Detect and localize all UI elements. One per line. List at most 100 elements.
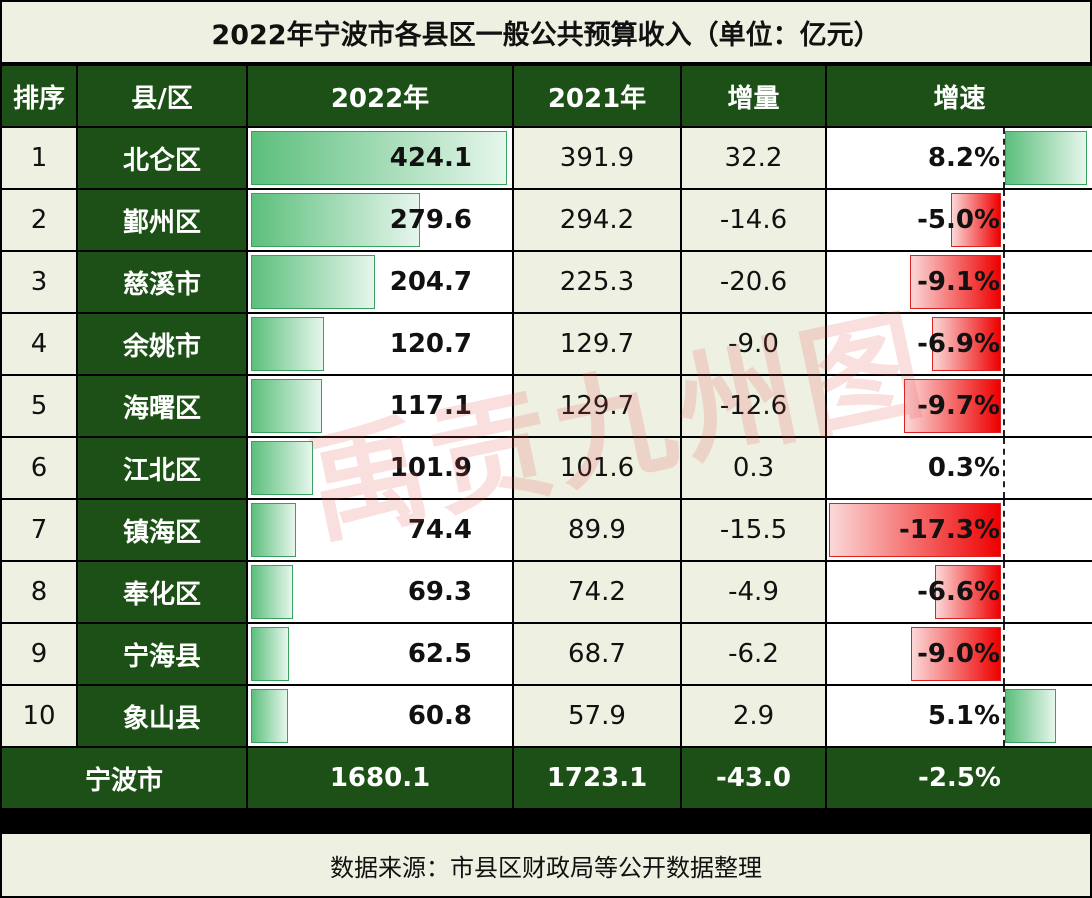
data-bar-2022: [251, 379, 322, 433]
value-2021-cell: 57.9: [512, 684, 682, 748]
rank-cell: 4: [0, 312, 78, 376]
budget-table: 排序 县/区 2022年 2021年 增量 增速 1 北仑区 424.1 391…: [0, 64, 1092, 810]
header-2022: 2022年: [246, 64, 514, 128]
total-name: 宁波市: [0, 746, 248, 810]
rank-cell: 6: [0, 436, 78, 500]
value-2022: 101.9: [389, 453, 472, 483]
delta-cell: -9.0: [680, 312, 827, 376]
district-cell: 慈溪市: [76, 250, 248, 314]
data-bar-2022: [251, 255, 375, 309]
data-bar-2022: [251, 441, 313, 495]
value-2021-cell: 225.3: [512, 250, 682, 314]
table-row: 7 镇海区 74.4 89.9 -15.5 -17.3%: [0, 498, 1092, 562]
value-2021-cell: 101.6: [512, 436, 682, 500]
growth-cell: -9.1%: [825, 250, 1092, 314]
growth-axis: [1003, 252, 1005, 312]
delta-cell: -6.2: [680, 622, 827, 686]
growth-axis: [1003, 314, 1005, 374]
district-cell: 余姚市: [76, 312, 248, 376]
growth-bar-negative: [910, 255, 1001, 309]
growth-cell: -6.6%: [825, 560, 1092, 624]
value-2021-cell: 129.7: [512, 374, 682, 438]
value-2022-cell: 101.9: [246, 436, 514, 500]
rank-cell: 2: [0, 188, 78, 252]
growth-value: -17.3%: [899, 515, 1000, 545]
table-row: 2 鄞州区 279.6 294.2 -14.6 -5.0%: [0, 188, 1092, 252]
header-district: 县/区: [76, 64, 248, 128]
data-bar-2022: [251, 565, 293, 619]
district-cell: 海曙区: [76, 374, 248, 438]
growth-cell: 8.2%: [825, 126, 1092, 190]
rank-cell: 1: [0, 126, 78, 190]
data-bar-2022: [251, 689, 288, 743]
value-2022: 62.5: [407, 639, 472, 669]
growth-bar-negative: [935, 565, 1001, 619]
value-2022: 120.7: [389, 329, 472, 359]
header-2021: 2021年: [512, 64, 682, 128]
table-row: 3 慈溪市 204.7 225.3 -20.6 -9.1%: [0, 250, 1092, 314]
data-bar-2022: [251, 503, 296, 557]
rank-cell: 8: [0, 560, 78, 624]
value-2021-cell: 129.7: [512, 312, 682, 376]
growth-bar-negative: [829, 503, 1001, 557]
rank-cell: 3: [0, 250, 78, 314]
value-2022-cell: 62.5: [246, 622, 514, 686]
chart-title: 2022年宁波市各县区一般公共预算收入（单位：亿元）: [2, 2, 1090, 62]
growth-cell: -9.7%: [825, 374, 1092, 438]
value-2022: 279.6: [389, 205, 472, 235]
growth-bar-positive: [1005, 131, 1087, 185]
growth-bar-negative: [904, 379, 1001, 433]
total-delta: -43.0: [680, 746, 827, 810]
growth-value: -6.6%: [917, 577, 1000, 607]
growth-bar-positive: [1005, 689, 1056, 743]
growth-value: -9.0%: [917, 639, 1000, 669]
growth-value: -5.0%: [917, 205, 1000, 235]
total-2021: 1723.1: [512, 746, 682, 810]
delta-cell: -12.6: [680, 374, 827, 438]
district-cell: 鄞州区: [76, 188, 248, 252]
value-2022: 204.7: [389, 267, 472, 297]
table-row: 4 余姚市 120.7 129.7 -9.0 -6.9%: [0, 312, 1092, 376]
growth-value: 0.3%: [927, 453, 1000, 483]
delta-cell: 2.9: [680, 684, 827, 748]
total-row: 宁波市 1680.1 1723.1 -43.0 -2.5%: [0, 746, 1092, 810]
growth-axis: [1003, 686, 1005, 746]
value-2022-cell: 60.8: [246, 684, 514, 748]
header-growth: 增速: [825, 64, 1092, 128]
header-row: 排序 县/区 2022年 2021年 增量 增速: [0, 64, 1092, 128]
growth-cell: 5.1%: [825, 684, 1092, 748]
table-row: 1 北仑区 424.1 391.9 32.2 8.2%: [0, 126, 1092, 190]
value-2021-cell: 68.7: [512, 622, 682, 686]
value-2021-cell: 74.2: [512, 560, 682, 624]
source-note: 数据来源：市县区财政局等公开数据整理: [2, 834, 1090, 896]
value-2022-cell: 204.7: [246, 250, 514, 314]
growth-cell: -17.3%: [825, 498, 1092, 562]
table-row: 10 象山县 60.8 57.9 2.9 5.1%: [0, 684, 1092, 748]
delta-cell: -14.6: [680, 188, 827, 252]
growth-value: -9.7%: [917, 391, 1000, 421]
value-2022-cell: 424.1: [246, 126, 514, 190]
district-cell: 奉化区: [76, 560, 248, 624]
growth-axis: [1003, 190, 1005, 250]
header-delta: 增量: [680, 64, 827, 128]
growth-cell: 0.3%: [825, 436, 1092, 500]
value-2022-cell: 120.7: [246, 312, 514, 376]
header-rank: 排序: [0, 64, 78, 128]
value-2022: 117.1: [389, 391, 472, 421]
rank-cell: 5: [0, 374, 78, 438]
value-2021-cell: 89.9: [512, 498, 682, 562]
growth-axis: [1003, 562, 1005, 622]
delta-cell: -4.9: [680, 560, 827, 624]
growth-axis: [1003, 438, 1005, 498]
growth-axis: [1003, 500, 1005, 560]
value-2022: 60.8: [407, 701, 472, 731]
growth-value: 8.2%: [927, 143, 1000, 173]
district-cell: 宁海县: [76, 622, 248, 686]
table-row: 5 海曙区 117.1 129.7 -12.6 -9.7%: [0, 374, 1092, 438]
district-cell: 镇海区: [76, 498, 248, 562]
table-row: 8 奉化区 69.3 74.2 -4.9 -6.6%: [0, 560, 1092, 624]
rank-cell: 7: [0, 498, 78, 562]
growth-axis: [1003, 376, 1005, 436]
district-cell: 江北区: [76, 436, 248, 500]
